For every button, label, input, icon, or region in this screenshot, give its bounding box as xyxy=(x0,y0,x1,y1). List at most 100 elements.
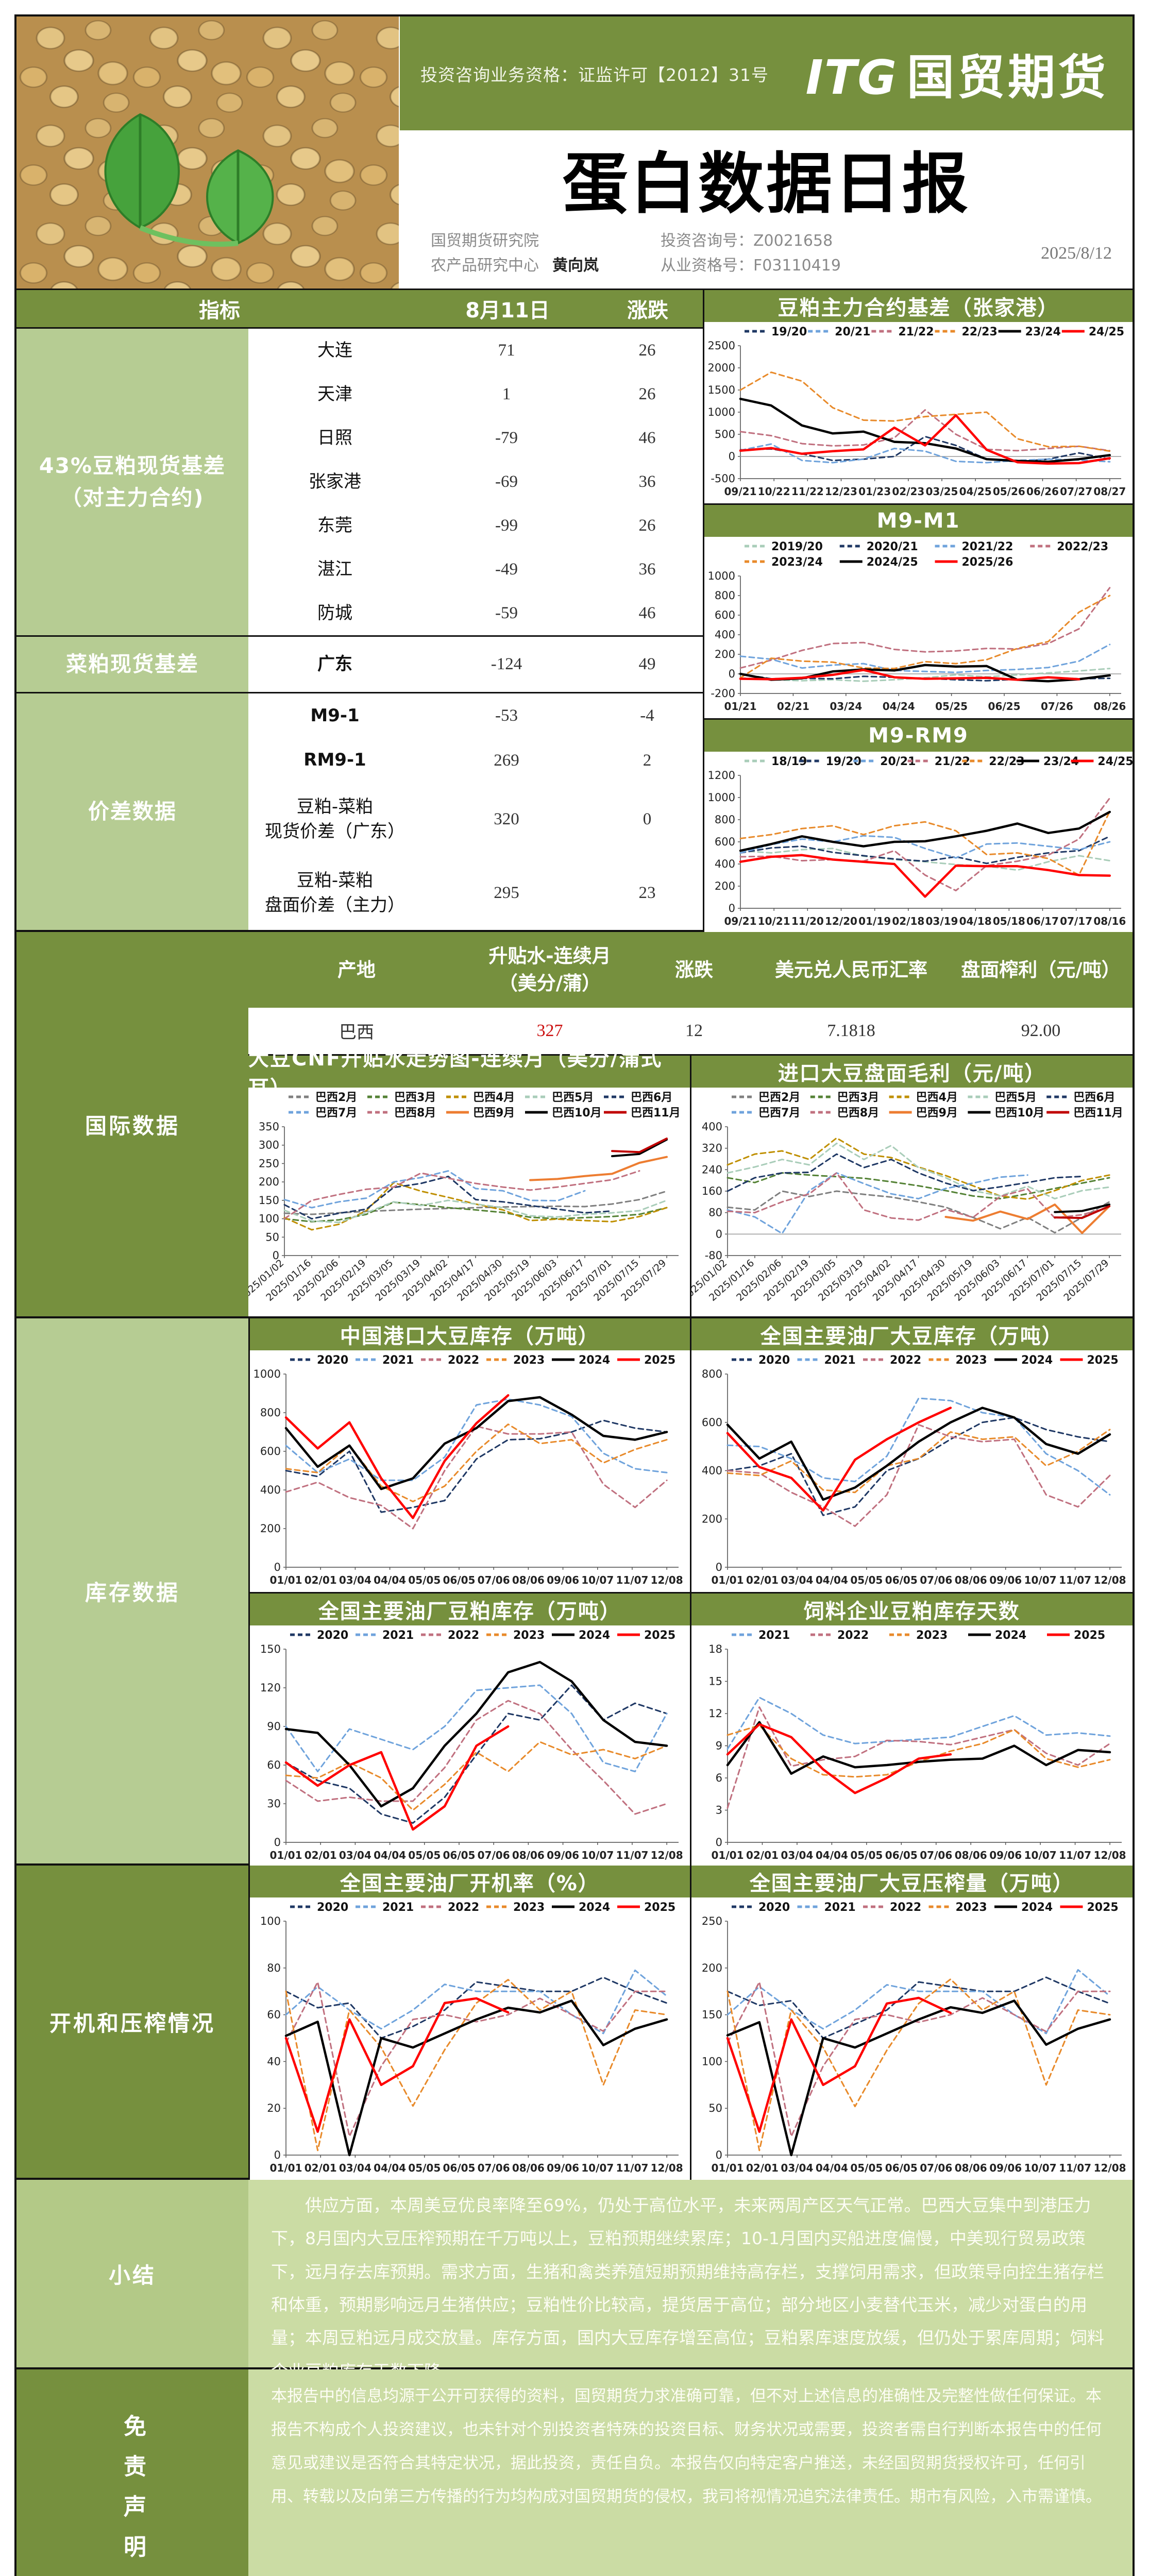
table-row: 东莞 -99 26 xyxy=(317,515,656,536)
svg-text:1200: 1200 xyxy=(708,769,735,782)
svg-text:01/01: 01/01 xyxy=(711,1849,744,1861)
soybean-photo xyxy=(16,16,400,289)
svg-text:08/06: 08/06 xyxy=(512,1574,545,1586)
svg-text:100: 100 xyxy=(701,2055,722,2067)
svg-text:0: 0 xyxy=(274,1561,281,1573)
svg-text:250: 250 xyxy=(259,1157,279,1170)
header-band: 投资咨询业务资格：证监许可【2012】31号 ITG 国贸期货 xyxy=(400,16,1133,131)
svg-text:0: 0 xyxy=(274,1836,281,1849)
svg-text:05/26: 05/26 xyxy=(993,485,1025,498)
table-row: 广东 -124 49 xyxy=(317,654,656,674)
svg-text:巴西9月: 巴西9月 xyxy=(916,1107,958,1120)
chart-canvas: 2021 2022 2023 2024 2025 0 3 6 9 12 15 18 01/01 02/01… xyxy=(691,1625,1133,1867)
svg-text:2019/20: 2019/20 xyxy=(771,540,823,553)
svg-text:09/06: 09/06 xyxy=(547,1849,579,1861)
svg-text:09/21: 09/21 xyxy=(724,485,757,498)
svg-text:11/07: 11/07 xyxy=(616,1849,648,1861)
intl-table-row: 巴西 327 12 7.1818 92.00 xyxy=(248,1007,1133,1054)
svg-text:2021: 2021 xyxy=(824,1901,855,1914)
svg-text:08/06: 08/06 xyxy=(512,2162,545,2174)
svg-text:07/17: 07/17 xyxy=(1060,915,1092,927)
svg-text:08/26: 08/26 xyxy=(1093,700,1126,713)
svg-text:160: 160 xyxy=(702,1185,722,1197)
svg-text:6: 6 xyxy=(715,1772,722,1784)
svg-text:2023: 2023 xyxy=(916,1629,948,1642)
svg-text:06/05: 06/05 xyxy=(885,1574,917,1586)
section-disclaimer: 免责声明 本报告中的信息均源于公开可获得的资料，国贸期货力求准确可靠，但不对上述… xyxy=(16,2369,1133,2576)
col-fx: 美元兑人民币汇率 xyxy=(775,958,927,981)
advisory-no: 投资咨询号：Z0021658 xyxy=(661,232,833,250)
license-text: 投资咨询业务资格：证监许可【2012】31号 xyxy=(420,64,769,85)
svg-text:02/01: 02/01 xyxy=(746,2162,778,2174)
svg-text:-200: -200 xyxy=(711,687,735,700)
svg-text:24/25: 24/25 xyxy=(1097,755,1133,768)
svg-text:02/01: 02/01 xyxy=(305,1849,337,1861)
section-basis: 指标 8月11日 涨跌 43%豆粕现货基差 （对主力合约) 大连 71 26 天津 1… xyxy=(16,290,1133,933)
section-label: 菜粕现货基差 xyxy=(16,637,248,692)
svg-text:400: 400 xyxy=(715,858,735,870)
svg-text:03/25: 03/25 xyxy=(926,485,958,498)
chart-basis-zhangjiagang: 豆粕主力合约基差（张家港） 19/20 20/21 21/22 22/23 23/24 2… xyxy=(704,290,1133,505)
table-row: RM9-1 269 2 xyxy=(303,750,652,771)
svg-text:90: 90 xyxy=(267,1720,281,1733)
svg-text:巴西7月: 巴西7月 xyxy=(315,1107,357,1120)
svg-text:01/01: 01/01 xyxy=(711,1574,744,1586)
svg-text:1000: 1000 xyxy=(254,1368,281,1380)
svg-text:06/17: 06/17 xyxy=(1026,915,1059,927)
svg-text:01/01: 01/01 xyxy=(270,1574,302,1586)
svg-text:1500: 1500 xyxy=(708,384,735,396)
svg-text:巴西5月: 巴西5月 xyxy=(994,1091,1036,1104)
svg-text:07/06: 07/06 xyxy=(478,2162,510,2174)
svg-text:06/25: 06/25 xyxy=(988,700,1021,713)
svg-text:2022: 2022 xyxy=(890,1901,921,1914)
itg-logo: ITG 国贸期货 xyxy=(805,39,1109,108)
svg-text:06/05: 06/05 xyxy=(443,1849,475,1861)
svg-text:2023: 2023 xyxy=(513,1354,545,1367)
soymeal-basis-section: 43%豆粕现货基差 （对主力合约) 大连 71 26 天津 1 26 日照 -79 46 张… xyxy=(16,327,703,636)
svg-text:400: 400 xyxy=(260,1484,281,1496)
svg-text:800: 800 xyxy=(260,1406,281,1419)
svg-text:0: 0 xyxy=(715,1561,722,1573)
svg-text:0: 0 xyxy=(273,1249,279,1262)
svg-text:12/08: 12/08 xyxy=(1093,1574,1126,1586)
svg-text:05/05: 05/05 xyxy=(408,2162,441,2174)
svg-text:09/06: 09/06 xyxy=(547,1574,579,1586)
svg-text:2024: 2024 xyxy=(579,1629,610,1642)
chart-canvas: 巴西2月 巴西3月 巴西4月 巴西5月 巴西6月 巴西7月 巴西8月 巴西9月 巴西10月 巴西1… xyxy=(691,1088,1133,1316)
svg-text:2024: 2024 xyxy=(579,1354,610,1367)
svg-text:50: 50 xyxy=(265,1231,279,1243)
svg-text:80: 80 xyxy=(708,1207,722,1219)
svg-text:200: 200 xyxy=(259,1176,279,1188)
chart-canvas: 19/20 20/21 21/22 22/23 23/24 24/25 -500 0 500 10… xyxy=(704,322,1133,503)
svg-text:600: 600 xyxy=(715,836,735,848)
svg-text:12/08: 12/08 xyxy=(1093,1849,1126,1861)
fx-value: 7.1818 xyxy=(827,1021,875,1040)
sidebar-inventory: 库存数据 xyxy=(16,1318,248,1863)
svg-text:12/08: 12/08 xyxy=(651,1574,683,1586)
basis-charts-column: 豆粕主力合约基差（张家港） 19/20 20/21 21/22 22/23 23/24 2… xyxy=(704,290,1133,933)
svg-text:2020: 2020 xyxy=(758,1901,790,1914)
svg-text:04/24: 04/24 xyxy=(883,700,915,713)
chart-canvas: 2020 2021 2022 2023 2024 2025 0 20 40 60 80 100 01/0… xyxy=(250,1897,690,2180)
svg-text:2021: 2021 xyxy=(382,1354,414,1367)
svg-text:03/04: 03/04 xyxy=(781,1574,813,1586)
svg-text:06/05: 06/05 xyxy=(443,1574,475,1586)
svg-text:400: 400 xyxy=(715,629,735,641)
svg-text:2023: 2023 xyxy=(513,1901,545,1914)
svg-text:24/25: 24/25 xyxy=(1089,326,1124,338)
chart-canvas: 2019/20 2020/21 2021/22 2022/23 2023/24 2024/… xyxy=(704,537,1133,718)
svg-text:11/07: 11/07 xyxy=(1059,1849,1091,1861)
col-date: 8月11日 xyxy=(465,299,550,323)
svg-text:12/20: 12/20 xyxy=(825,915,857,927)
section-summary: 小结 供应方面，本周美豆优良率降至69%，仍处于高位水平，未来两周产区天气正常。… xyxy=(16,2180,1133,2481)
svg-text:05/05: 05/05 xyxy=(408,1849,441,1861)
svg-text:巴西8月: 巴西8月 xyxy=(394,1107,436,1120)
intl-charts-row: 大豆CNF升贴水走势图-连续月（美分/蒲式耳） 巴西2月 巴西3月 巴西4月 巴西5月… xyxy=(248,1047,1133,1316)
svg-text:04/04: 04/04 xyxy=(374,1574,406,1586)
table-row: 豆粕-菜粕 现货价差（广东） 320 0 xyxy=(265,796,652,842)
svg-text:04/04: 04/04 xyxy=(815,2162,848,2174)
svg-text:巴西5月: 巴西5月 xyxy=(552,1091,594,1104)
svg-text:18: 18 xyxy=(708,1643,722,1655)
svg-text:10/07: 10/07 xyxy=(581,1574,614,1586)
svg-text:02/01: 02/01 xyxy=(305,2162,337,2174)
